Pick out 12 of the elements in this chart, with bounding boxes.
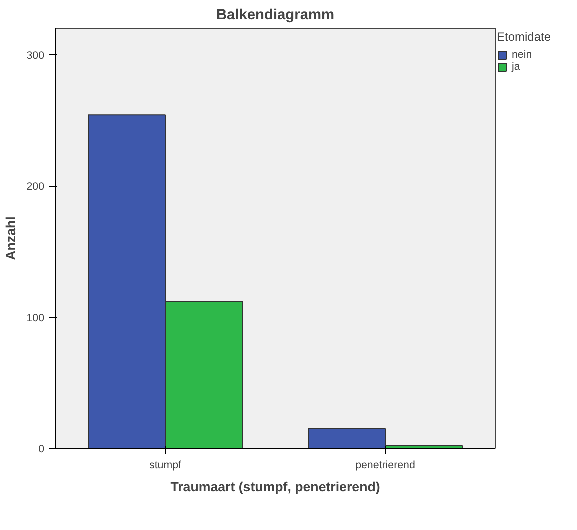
y-tick-label: 200 <box>26 181 45 193</box>
legend-title: Etomidate <box>497 30 552 44</box>
y-tick-label: 300 <box>26 50 45 62</box>
legend-label: ja <box>512 61 522 73</box>
x-tick-label: stumpf <box>150 460 182 472</box>
y-tick-label: 0 <box>38 444 45 456</box>
x-axis-title: Traumaart (stumpf, penetrierend) <box>170 480 380 494</box>
legend-label: nein <box>512 49 532 61</box>
y-axis-title: Anzahl <box>4 216 19 260</box>
chart-title: Balkendiagramm <box>216 8 335 24</box>
x-tick-label: penetrierend <box>356 460 416 472</box>
y-tick-label: 100 <box>26 312 45 324</box>
